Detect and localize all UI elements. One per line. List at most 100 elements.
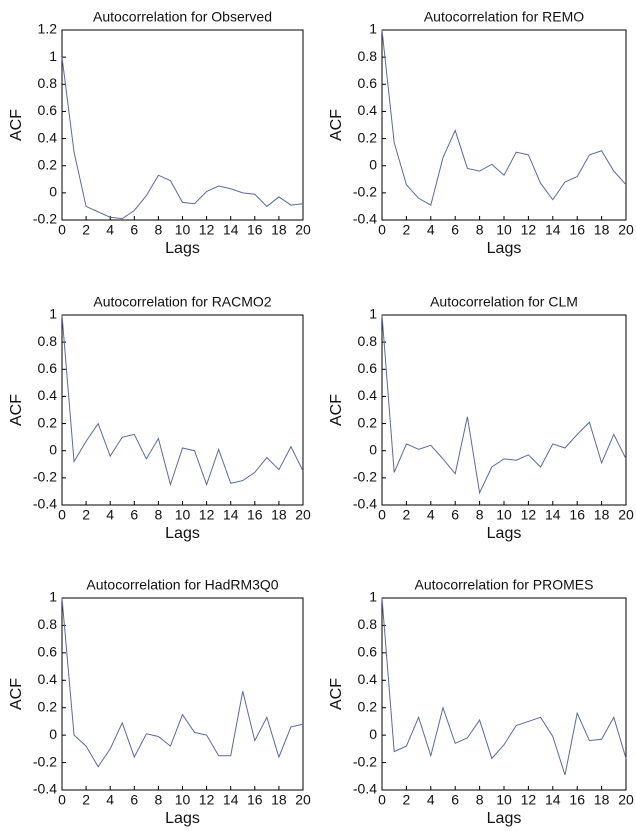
y-tick-label: 0.6 bbox=[38, 360, 58, 376]
acf-line bbox=[381, 29, 627, 206]
x-tick-label: 2 bbox=[403, 792, 411, 808]
y-tick-label: 0.6 bbox=[358, 644, 378, 660]
x-tick-label: 4 bbox=[106, 507, 114, 523]
chart-title: Autocorrelation for REMO bbox=[424, 9, 584, 25]
acf-line bbox=[381, 597, 627, 776]
x-tick-label: 8 bbox=[476, 507, 484, 523]
x-tick-label: 4 bbox=[106, 792, 114, 808]
y-tick-label: 0.6 bbox=[358, 75, 378, 91]
y-tick-label: -0.4 bbox=[353, 211, 377, 227]
x-tick-label: 12 bbox=[521, 507, 537, 523]
x-tick-label: 16 bbox=[247, 507, 263, 523]
y-tick-label: 0.2 bbox=[38, 698, 58, 714]
y-tick-label: 0.8 bbox=[38, 75, 58, 91]
x-tick-label: 14 bbox=[545, 792, 561, 808]
y-tick-label: 0.2 bbox=[38, 414, 58, 430]
x-tick-label: 6 bbox=[451, 792, 459, 808]
x-tick-label: 0 bbox=[378, 507, 386, 523]
axes-box bbox=[61, 597, 304, 791]
x-axis-label: Lags bbox=[165, 525, 200, 542]
x-tick-label: 4 bbox=[106, 222, 114, 238]
x-tick-label: 18 bbox=[594, 222, 610, 238]
y-axis-label: ACF bbox=[328, 109, 345, 141]
x-tick-label: 20 bbox=[295, 792, 311, 808]
axes-box bbox=[381, 314, 627, 506]
x-axis-label: Lags bbox=[487, 525, 522, 542]
x-tick-label: 6 bbox=[130, 792, 138, 808]
y-tick-label: 0.8 bbox=[358, 616, 378, 632]
chart-title: Autocorrelation for PROMES bbox=[415, 577, 594, 593]
x-tick-label: 16 bbox=[569, 507, 585, 523]
y-tick-label: -0.2 bbox=[33, 753, 57, 769]
chart-title: Autocorrelation for RACMO2 bbox=[93, 294, 271, 310]
y-tick-label: -0.4 bbox=[353, 496, 377, 512]
y-tick-label: 0.4 bbox=[38, 129, 58, 145]
axes-box bbox=[61, 314, 304, 506]
x-tick-label: 8 bbox=[476, 222, 484, 238]
x-tick-label: 20 bbox=[618, 792, 634, 808]
x-tick-label: 14 bbox=[223, 222, 239, 238]
chart-title: Autocorrelation for HadRM3Q0 bbox=[86, 577, 278, 593]
x-tick-label: 10 bbox=[175, 222, 191, 238]
x-tick-label: 2 bbox=[82, 222, 90, 238]
x-tick-label: 0 bbox=[58, 507, 66, 523]
x-tick-label: 2 bbox=[82, 507, 90, 523]
x-tick-label: 0 bbox=[58, 222, 66, 238]
x-tick-label: 20 bbox=[618, 222, 634, 238]
y-tick-label: 0.4 bbox=[38, 671, 58, 687]
y-tick-label: 1 bbox=[49, 306, 57, 322]
x-tick-label: 18 bbox=[271, 792, 287, 808]
x-tick-label: 0 bbox=[378, 222, 386, 238]
y-tick-label: 0 bbox=[369, 726, 377, 742]
x-axis-label: Lags bbox=[165, 810, 200, 827]
x-tick-label: 12 bbox=[199, 222, 215, 238]
axes-box bbox=[381, 29, 627, 221]
y-tick-label: 1 bbox=[369, 21, 377, 37]
y-axis-label: ACF bbox=[328, 394, 345, 426]
y-axis-label: ACF bbox=[8, 109, 25, 141]
x-tick-label: 12 bbox=[521, 222, 537, 238]
x-axis-label: Lags bbox=[487, 810, 522, 827]
y-tick-label: 0.8 bbox=[358, 333, 378, 349]
x-tick-label: 14 bbox=[545, 507, 561, 523]
y-tick-label: 1 bbox=[369, 589, 377, 605]
x-tick-label: 10 bbox=[496, 792, 512, 808]
x-tick-label: 20 bbox=[618, 507, 634, 523]
x-tick-label: 16 bbox=[569, 792, 585, 808]
x-axis-label: Lags bbox=[165, 240, 200, 257]
y-axis-label: ACF bbox=[8, 394, 25, 426]
y-tick-label: 0.6 bbox=[38, 102, 58, 118]
x-tick-label: 6 bbox=[451, 507, 459, 523]
y-tick-label: 0.2 bbox=[358, 129, 378, 145]
x-tick-label: 12 bbox=[199, 507, 215, 523]
x-tick-label: 16 bbox=[247, 792, 263, 808]
x-tick-label: 4 bbox=[427, 222, 435, 238]
acf-line bbox=[381, 314, 627, 495]
y-tick-label: -0.2 bbox=[353, 469, 377, 485]
y-tick-label: 0 bbox=[49, 726, 57, 742]
x-tick-label: 8 bbox=[155, 222, 163, 238]
y-tick-label: 1.2 bbox=[38, 21, 58, 37]
x-tick-label: 6 bbox=[130, 222, 138, 238]
y-tick-label: -0.2 bbox=[33, 211, 57, 227]
y-tick-label: 0.4 bbox=[358, 102, 378, 118]
y-tick-label: -0.4 bbox=[33, 496, 57, 512]
x-tick-label: 4 bbox=[427, 507, 435, 523]
y-tick-label: 0.6 bbox=[38, 644, 58, 660]
x-tick-label: 10 bbox=[496, 222, 512, 238]
x-tick-label: 12 bbox=[521, 792, 537, 808]
x-tick-label: 20 bbox=[295, 507, 311, 523]
y-tick-label: 0.4 bbox=[38, 387, 58, 403]
x-tick-label: 10 bbox=[175, 507, 191, 523]
x-tick-label: 2 bbox=[82, 792, 90, 808]
x-tick-label: 2 bbox=[403, 222, 411, 238]
x-tick-label: 18 bbox=[271, 507, 287, 523]
y-tick-label: 0.2 bbox=[358, 414, 378, 430]
y-tick-label: -0.2 bbox=[353, 184, 377, 200]
acf-line bbox=[61, 57, 304, 220]
y-tick-label: 0 bbox=[369, 156, 377, 172]
x-tick-label: 0 bbox=[378, 792, 386, 808]
x-tick-label: 8 bbox=[476, 792, 484, 808]
y-tick-label: 0.8 bbox=[358, 48, 378, 64]
